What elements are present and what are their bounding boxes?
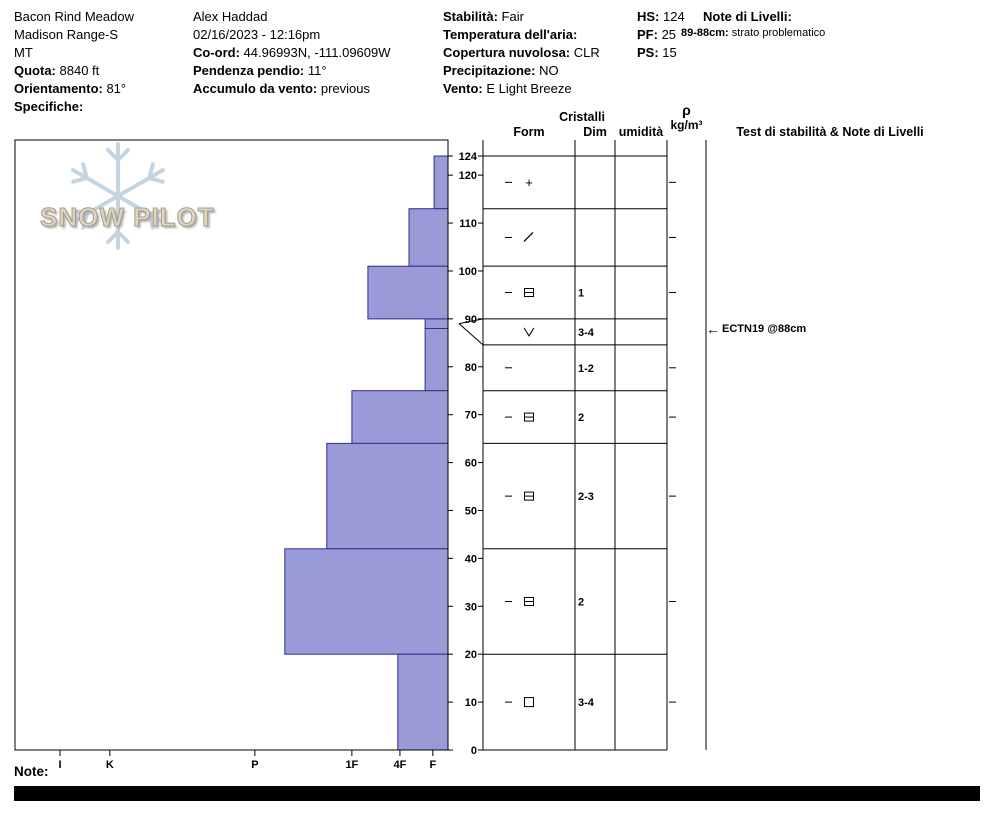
grain-form-symbol-facets [524,697,534,708]
header-line: 02/16/2023 - 12:16pm [193,27,321,42]
depth-tick-label: 30 [465,601,477,613]
hardness-tick-label: P [251,759,258,771]
header-line: Stabilità: Fair [443,9,524,24]
header-line: HS: 124 [637,9,685,24]
note-label: Note: [14,764,49,779]
hardness-bars [284,155,449,751]
thin-layer-fan-line [458,323,484,346]
depth-tick-label: 70 [465,410,477,422]
header-line: Quota: 8840 ft [14,63,100,78]
header-line: Bacon Rind Meadow [14,9,134,24]
depth-tick-label: 0 [471,745,477,757]
layer-bar [397,653,449,751]
grain-form-symbol-decomposing-fragments [523,232,534,242]
grain-symbols: +1 3-4 1-2 2 2-3 2 3-4 [523,175,595,709]
header-line: Temperatura dell'aria: [443,27,578,42]
depth-tick-label: 60 [465,458,477,470]
hardness-tick-label: K [106,759,114,771]
depth-tick-label: 124 [459,151,478,163]
grain-size-label: 2 [578,597,584,609]
logo-text: SNOW PILOT [40,202,215,233]
bottom-bar [14,786,980,801]
layer-bar [433,155,449,210]
layer-bar [408,208,449,267]
crystals-group-header: Cristalli [559,110,605,124]
depth-tick-label: 120 [459,170,477,182]
grain-form-symbol-surface-hoar [523,327,535,337]
grain-size-label: 3-4 [578,697,595,709]
axes [14,139,483,756]
layer-bar [284,548,449,655]
snowflake-icon [70,142,166,250]
header-totals-block: HS: 124 PF: 25 PS: 15 [637,8,685,62]
depth-tick-label: 100 [459,266,477,278]
col-header-stability-tests: Test di stabilità & Note di Livelli [736,125,924,139]
header-line: Vento: E Light Breeze [443,81,572,96]
header-line: Precipitazione: NO [443,63,559,78]
depth-tick-label: 110 [459,218,477,230]
grain-size-label: 2 [578,412,584,424]
header-observer-block: Alex Haddad 02/16/2023 - 12:16pm Co-ord: 4… [193,8,391,98]
hardness-tick-label: 4F [394,759,407,771]
layer-bar [326,442,449,550]
col-header-humidity: umidità [618,125,664,139]
col-header-dim: Dim [583,125,607,139]
layer-bar [351,390,449,444]
header-line: Copertura nuvolosa: CLR [443,45,600,60]
depth-tick-label: 80 [465,362,477,374]
depth-tick-label: 50 [465,505,477,517]
header-location-block: Bacon Rind Meadow Madison Range-S MT Quota:… [14,8,134,116]
header-line: Orientamento: 81° [14,81,127,96]
header-line: Specifiche: [14,99,84,114]
grain-size-label: 3-4 [578,327,595,339]
grain-size-label: 1-2 [578,363,594,375]
header-line: Pendenza pendio: 11° [193,63,327,78]
header-line: Co-ord: 44.96993N, -111.09609W [193,45,391,60]
col-header-form: Form [513,125,545,139]
header-line: Alex Haddad [193,9,268,24]
hardness-tick-label: 1F [345,759,358,771]
layer-notes-title: Note di Livelli: [703,9,792,24]
header-conditions-block: Stabilità: Fair Temperatura dell'aria: Cop… [443,8,600,98]
snowpilot-logo: SNOW PILOT [40,142,220,260]
layer-note-line: 89-88cm: strato problematico [681,27,826,39]
grain-form-symbol-precipitation-particles: + [525,175,533,190]
layer-bar [424,328,449,392]
axis-labels: 0 10 20 30 40 50 60 70 80 90 100 110 120 124 I K P 1F 4F F [59,151,478,771]
col-header-rho: ρ [682,102,691,118]
hardness-tick-label: F [429,759,436,771]
crystal-table [458,140,707,751]
grain-size-label: 2-3 [578,491,594,503]
stability-test-annotation: ← ECTN19 @88cm [706,322,806,336]
header-line: PS: 15 [637,45,677,60]
header-line: PF: 25 [637,27,677,42]
header-line: MT [14,45,33,60]
header-line: Accumulo da vento: previous [193,81,370,96]
stability-test-label: ECTN19 @88cm [722,323,807,335]
thin-layer-fan-line [458,318,484,325]
depth-tick-label: 10 [465,697,477,709]
depth-tick-label: 90 [465,314,477,326]
depth-tick-label: 40 [465,553,477,565]
layer-bar [424,318,449,329]
col-header-rho-units: kg/m³ [670,118,703,132]
layer-bar [367,265,449,320]
depth-tick-label: 20 [465,649,477,661]
left-arrow-icon: ← [706,321,720,337]
hardness-tick-label: I [59,759,62,771]
grain-size-label: 1 [578,288,584,300]
header-line: Madison Range-S [14,27,119,42]
